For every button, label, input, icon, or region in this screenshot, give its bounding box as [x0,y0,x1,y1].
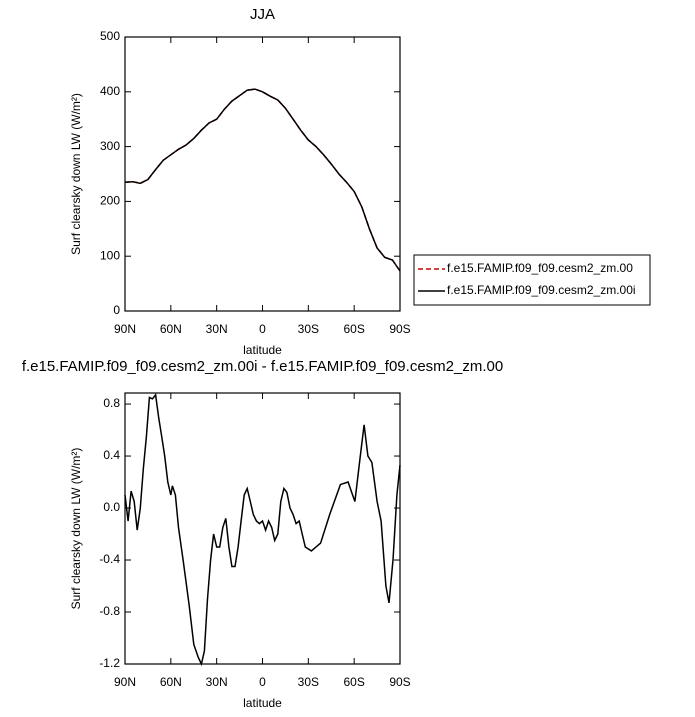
chart-title: f.e15.FAMIP.f09_f09.cesm2_zm.00i - f.e15… [22,358,503,375]
y-tick-label: 0.0 [103,500,120,514]
y-tick-label: 100 [100,248,120,262]
x-tick-label: 0 [259,675,266,689]
x-tick-label: 90N [114,322,136,336]
chart-title: JJA [250,6,275,23]
x-tick-label: 30N [206,322,228,336]
y-tick-label: -1.2 [99,656,120,670]
plot-frame [124,36,401,312]
x-tick-label: 90N [114,675,136,689]
x-tick-label: 30N [206,675,228,689]
data-line [124,88,401,272]
y-axis-label: Surf clearsky down LW (W/m²) [69,448,83,610]
x-tick-label: 90S [389,675,410,689]
legend-box [413,254,651,306]
data-line [124,88,401,272]
y-tick-label: 0 [113,303,120,317]
x-axis-label: latitude [243,343,282,357]
data-line [124,393,401,667]
x-tick-label: 60S [343,675,364,689]
legend-label: f.e15.FAMIP.f09_f09.cesm2_zm.00 [447,261,633,275]
y-tick-label: -0.8 [99,604,120,618]
x-tick-label: 30S [298,675,319,689]
y-tick-label: 300 [100,139,120,153]
plot-frame [124,392,401,665]
y-tick-label: 500 [100,29,120,43]
y-tick-label: -0.4 [99,552,120,566]
x-tick-label: 30S [298,322,319,336]
y-axis-label: Surf clearsky down LW (W/m²) [69,93,83,255]
y-tick-label: 0.8 [103,396,120,410]
y-tick-label: 200 [100,194,120,208]
x-tick-label: 0 [259,322,266,336]
y-tick-label: 0.4 [103,448,120,462]
x-axis-label: latitude [243,696,282,710]
x-tick-label: 60S [343,322,364,336]
y-tick-label: 400 [100,84,120,98]
legend-label: f.e15.FAMIP.f09_f09.cesm2_zm.00i [447,283,636,297]
x-tick-label: 90S [389,322,410,336]
x-tick-label: 60N [160,675,182,689]
x-tick-label: 60N [160,322,182,336]
